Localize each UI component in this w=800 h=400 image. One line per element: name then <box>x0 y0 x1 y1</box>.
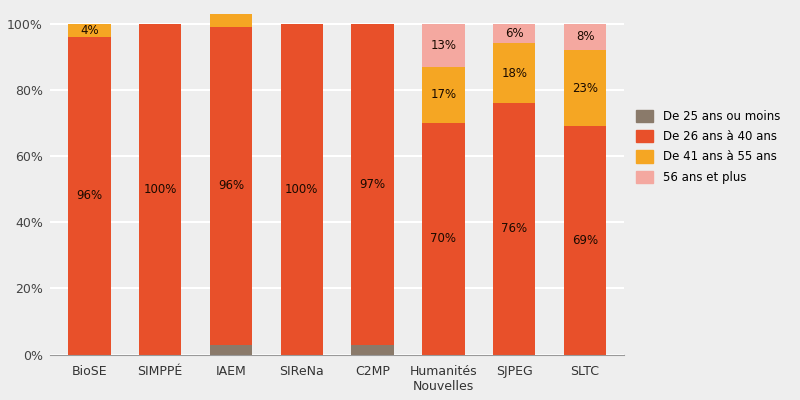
Bar <box>564 24 606 50</box>
Bar <box>139 24 182 355</box>
Bar <box>351 345 394 355</box>
Text: 97%: 97% <box>359 178 386 191</box>
Text: 100%: 100% <box>285 182 318 196</box>
Text: 100%: 100% <box>143 182 177 196</box>
Bar <box>422 24 465 66</box>
Text: 13%: 13% <box>430 38 457 52</box>
Text: 18%: 18% <box>502 67 527 80</box>
Bar <box>210 345 252 355</box>
Legend: De 25 ans ou moins, De 26 ans à 40 ans, De 41 ans à 55 ans, 56 ans et plus: De 25 ans ou moins, De 26 ans à 40 ans, … <box>636 110 780 184</box>
Text: 8%: 8% <box>576 30 594 43</box>
Bar <box>422 66 465 123</box>
Bar <box>210 27 252 345</box>
Text: 4%: 4% <box>80 24 98 37</box>
Bar <box>68 37 110 355</box>
Text: 6%: 6% <box>505 27 523 40</box>
Bar <box>564 126 606 355</box>
Bar <box>351 24 394 345</box>
Bar <box>493 103 535 355</box>
Text: 76%: 76% <box>501 222 527 235</box>
Bar <box>493 43 535 103</box>
Bar <box>210 14 252 27</box>
Text: 96%: 96% <box>76 189 102 202</box>
Bar <box>422 123 465 355</box>
Bar <box>68 24 110 37</box>
Bar <box>493 24 535 43</box>
Text: 17%: 17% <box>430 88 457 101</box>
Text: 69%: 69% <box>572 234 598 247</box>
Bar <box>564 50 606 126</box>
Bar <box>281 24 323 355</box>
Text: 70%: 70% <box>430 232 457 245</box>
Text: 96%: 96% <box>218 179 244 192</box>
Text: 23%: 23% <box>572 82 598 94</box>
